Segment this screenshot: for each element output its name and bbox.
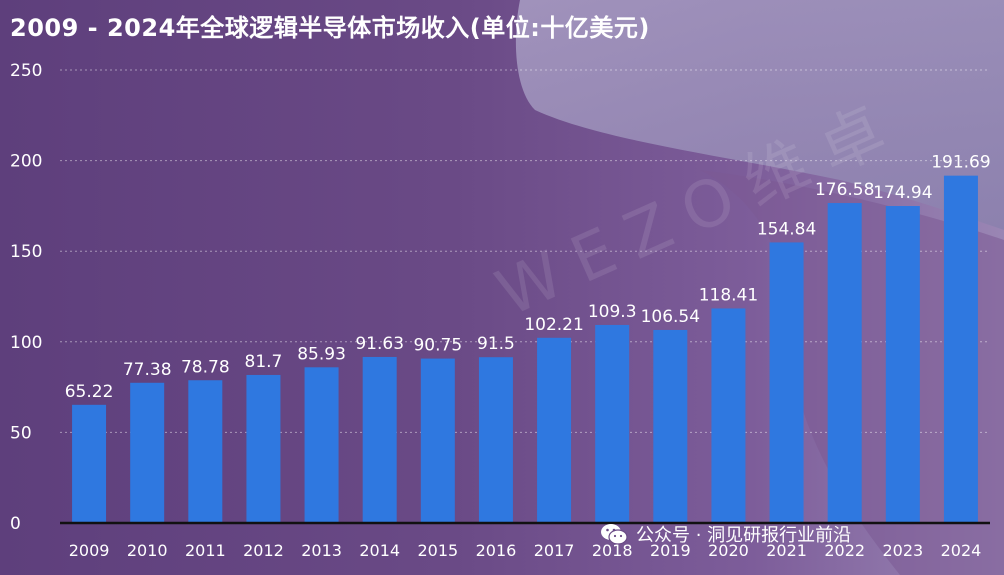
bar-2017 xyxy=(537,337,572,523)
source-credit: 公众号 · 洞见研报行业前沿 xyxy=(600,520,851,548)
value-label: 174.94 xyxy=(873,183,932,203)
bar-2015 xyxy=(420,358,455,523)
x-tick-label: 2011 xyxy=(185,541,226,560)
value-label: 154.84 xyxy=(757,219,816,239)
x-tick-label: 2009 xyxy=(69,541,110,560)
x-tick-label: 2020 xyxy=(708,541,749,560)
value-label: 65.22 xyxy=(65,382,114,402)
value-label: 102.21 xyxy=(524,315,583,335)
bar-2023 xyxy=(885,206,920,523)
bar-2012 xyxy=(246,374,281,523)
y-tick-label: 250 xyxy=(10,61,42,81)
bars xyxy=(72,175,978,523)
x-tick-label: 2023 xyxy=(882,541,923,560)
x-tick-label: 2017 xyxy=(534,541,575,560)
y-tick-label: 50 xyxy=(10,423,32,443)
bar-2019 xyxy=(653,329,688,523)
x-tick-label: 2010 xyxy=(127,541,168,560)
x-tick-label: 2018 xyxy=(592,541,633,560)
x-tick-label: 2021 xyxy=(766,541,807,560)
x-tick-label: 2015 xyxy=(417,541,458,560)
y-tick-label: 150 xyxy=(10,242,42,262)
wechat-icon xyxy=(601,524,628,545)
chart-title: 2009 - 2024年全球逻辑半导体市场收入(单位:十亿美元) xyxy=(10,14,650,42)
bar-2018 xyxy=(595,324,630,523)
bar-2013 xyxy=(304,367,339,523)
bar-2009 xyxy=(72,404,107,523)
value-label: 109.3 xyxy=(588,302,637,322)
value-label: 81.7 xyxy=(245,352,283,372)
x-tick-label: 2013 xyxy=(301,541,342,560)
bar-2010 xyxy=(130,382,165,523)
credit-text: 公众号 · 洞见研报行业前沿 xyxy=(636,525,852,546)
value-label: 78.78 xyxy=(181,357,230,377)
value-label: 91.5 xyxy=(477,334,515,354)
bar-2014 xyxy=(362,356,397,523)
value-label: 77.38 xyxy=(123,360,172,380)
value-label: 90.75 xyxy=(413,336,462,356)
value-label: 85.93 xyxy=(297,344,346,364)
x-tick-label: 2012 xyxy=(243,541,284,560)
bar-2011 xyxy=(188,380,223,523)
x-axis-ticks: 2009 2010 2011 2012 2013 2014 2015 2016 2017 2018… xyxy=(69,541,982,560)
x-tick-label: 2016 xyxy=(476,541,517,560)
bar-2016 xyxy=(478,357,513,523)
x-tick-label: 2024 xyxy=(941,541,982,560)
x-tick-label: 2019 xyxy=(650,541,691,560)
bar-2020 xyxy=(711,308,746,523)
value-label: 176.58 xyxy=(815,180,874,200)
bar-2021 xyxy=(769,242,804,523)
value-label: 118.41 xyxy=(699,285,758,305)
y-tick-label: 0 xyxy=(10,514,21,534)
y-tick-label: 100 xyxy=(10,333,42,353)
bar-2022 xyxy=(827,203,862,523)
value-label: 91.63 xyxy=(355,334,404,354)
y-tick-label: 200 xyxy=(10,152,42,172)
value-labels: 65.22 77.38 78.78 81.7 85.93 91.63 90.75 91.5 10… xyxy=(65,153,991,402)
x-tick-label: 2022 xyxy=(824,541,865,560)
y-axis-ticks: 0 50 100 150 200 250 xyxy=(10,61,42,534)
value-label: 191.69 xyxy=(931,153,990,173)
value-label: 106.54 xyxy=(641,307,700,327)
x-tick-label: 2014 xyxy=(359,541,400,560)
bar-2024 xyxy=(943,175,978,523)
